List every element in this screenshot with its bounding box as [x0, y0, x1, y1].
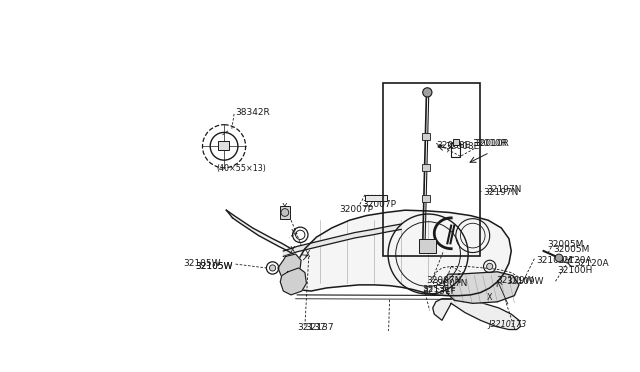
- Polygon shape: [280, 268, 307, 295]
- Text: 32008E: 32008E: [436, 141, 470, 150]
- Bar: [422, 133, 429, 140]
- Text: 38342R: 38342R: [236, 108, 270, 117]
- Text: 32100H: 32100H: [557, 266, 593, 275]
- Text: 32008E: 32008E: [445, 142, 479, 151]
- Text: 32120A: 32120A: [557, 256, 592, 265]
- Text: 32105W: 32105W: [183, 259, 221, 268]
- Bar: [451, 143, 460, 157]
- Text: 32131F: 32131F: [422, 287, 456, 296]
- Text: 32109W: 32109W: [496, 276, 533, 285]
- Polygon shape: [280, 210, 511, 296]
- Text: 32007P: 32007P: [363, 200, 397, 209]
- Bar: [422, 195, 429, 202]
- Bar: [452, 140, 459, 145]
- Bar: [218, 141, 228, 150]
- Bar: [383, 83, 480, 256]
- Text: 32120A: 32120A: [575, 259, 609, 268]
- Text: J3210173: J3210173: [488, 320, 527, 329]
- Text: 32105W: 32105W: [196, 262, 233, 271]
- Text: 32005M: 32005M: [547, 240, 584, 249]
- Text: 32197N: 32197N: [486, 185, 521, 194]
- Bar: [419, 240, 436, 253]
- Text: 32137: 32137: [297, 323, 326, 332]
- Text: 32005M: 32005M: [553, 245, 589, 254]
- Text: 32007P: 32007P: [340, 205, 374, 214]
- Polygon shape: [227, 210, 297, 256]
- Circle shape: [269, 265, 276, 271]
- Circle shape: [281, 209, 289, 217]
- Text: X: X: [291, 229, 296, 238]
- Polygon shape: [433, 299, 520, 330]
- Text: 32109W: 32109W: [507, 277, 544, 286]
- Bar: [365, 195, 387, 201]
- Text: X: X: [290, 246, 295, 256]
- Text: X: X: [305, 250, 311, 259]
- Text: 32105W: 32105W: [196, 262, 233, 271]
- Polygon shape: [284, 224, 401, 256]
- Circle shape: [555, 254, 563, 262]
- Text: 32010R: 32010R: [474, 139, 509, 148]
- Text: 32010R: 32010R: [473, 139, 508, 148]
- Circle shape: [422, 88, 432, 97]
- Text: 32131F: 32131F: [422, 285, 456, 294]
- Circle shape: [486, 263, 493, 269]
- Text: X: X: [487, 293, 492, 302]
- Bar: [422, 164, 429, 171]
- Polygon shape: [278, 254, 301, 279]
- Text: (40×55×13): (40×55×13): [216, 164, 266, 173]
- Bar: [280, 206, 289, 219]
- Text: 32100H: 32100H: [536, 256, 572, 265]
- Text: X: X: [282, 203, 287, 212]
- Text: 32007N: 32007N: [432, 279, 467, 289]
- Polygon shape: [444, 272, 519, 303]
- Text: 32137: 32137: [305, 323, 333, 332]
- Text: 32197N: 32197N: [484, 188, 519, 197]
- Text: 32007N: 32007N: [427, 276, 462, 285]
